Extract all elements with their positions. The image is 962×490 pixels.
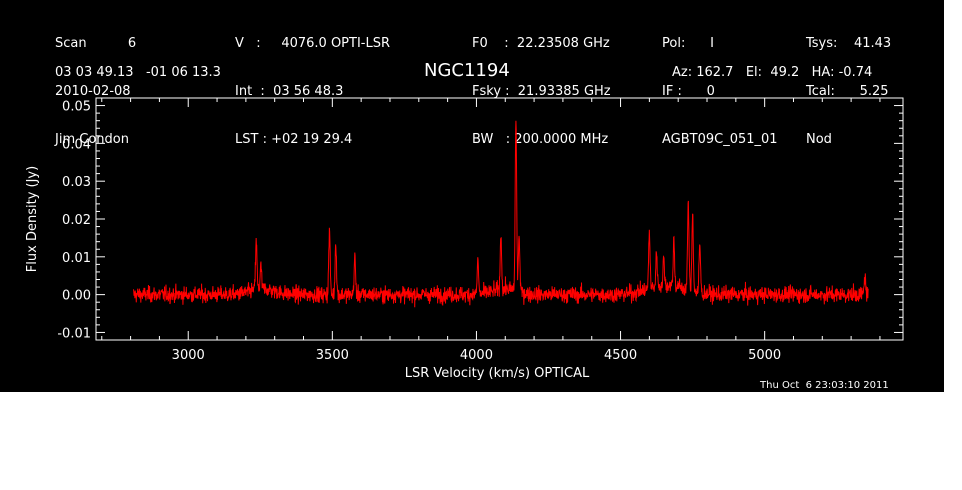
lst-readout: LST : +02 19 29.4 (235, 132, 353, 147)
scan-number: Scan 6 (55, 36, 137, 51)
x-axis-label: LSR Velocity (km/s) OPTICAL (405, 366, 590, 381)
source-name: NGC1194 (424, 60, 510, 81)
x-tick-label: 4500 (604, 348, 637, 363)
axis-ticks: 3000 3500 4000 4500 5000 -0.01 0.00 0.01 0.02 0.0… (57, 97, 903, 363)
plot-timestamp: Thu Oct 6 23:03:10 2011 (760, 380, 889, 391)
tcal-readout: Tcal: 5.25 (806, 84, 889, 99)
switching-mode: Nod (806, 132, 832, 147)
y-tick-label: 0.02 (62, 213, 91, 228)
integration-time: Int : 03 56 48.3 (235, 84, 344, 99)
source-coordinates: 03 03 49.13 -01 06 13.3 (55, 65, 221, 80)
y-tick-label: 0.03 (62, 175, 91, 190)
y-axis-label: Flux Density (Jy) (25, 166, 40, 272)
x-tick-label: 4000 (460, 348, 493, 363)
rest-frequency: F0 : 22.23508 GHz (472, 36, 610, 51)
if-number: IF : 0 (662, 84, 715, 99)
velocity-readout: V : 4076.0 OPTI-LSR (235, 36, 391, 51)
spectrum-trace-group (132, 120, 869, 308)
header-col-scan: Scan 6 2010-02-08 Jim Condon (55, 4, 136, 180)
header-col-frequency: F0 : 22.23508 GHz Fsky : 21.93385 GHz BW… (472, 4, 611, 180)
project-id: AGBT09C_051_01 (662, 132, 778, 147)
polarization: Pol: I (662, 36, 714, 51)
y-tick-label: 0.04 (62, 137, 91, 152)
observer-name: Jim Condon (55, 132, 129, 147)
x-tick-label: 3000 (172, 348, 205, 363)
plot-window: Scan 6 2010-02-08 Jim Condon V : 4076.0 … (0, 0, 944, 392)
y-tick-label: 0.05 (62, 100, 91, 115)
y-tick-label: -0.01 (57, 326, 91, 341)
spectrum-chart: 3000 3500 4000 4500 5000 -0.01 0.00 0.01 0.02 0.0… (25, 97, 904, 381)
observation-date: 2010-02-08 (55, 84, 131, 99)
bandwidth: BW : 200.0000 MHz (472, 132, 609, 147)
header-col-velocity: V : 4076.0 OPTI-LSR Int : 03 56 48.3 LST… (235, 4, 390, 180)
y-tick-label: 0.00 (62, 289, 91, 304)
sky-frequency: Fsky : 21.93385 GHz (472, 84, 611, 99)
spectrum-trace (132, 120, 869, 308)
y-tick-label: 0.01 (62, 251, 91, 266)
x-tick-label: 5000 (748, 348, 781, 363)
x-tick-label: 3500 (316, 348, 349, 363)
header-col-system: Tsys: 41.43 Tcal: 5.25 Nod (806, 4, 891, 180)
header-col-polarization: Pol: I IF : 0 AGBT09C_051_01 (662, 4, 778, 180)
az-el-ha-readout: Az: 162.7 El: 49.2 HA: -0.74 (672, 65, 873, 80)
tsys-readout: Tsys: 41.43 (806, 36, 892, 51)
plot-frame (95, 97, 904, 341)
